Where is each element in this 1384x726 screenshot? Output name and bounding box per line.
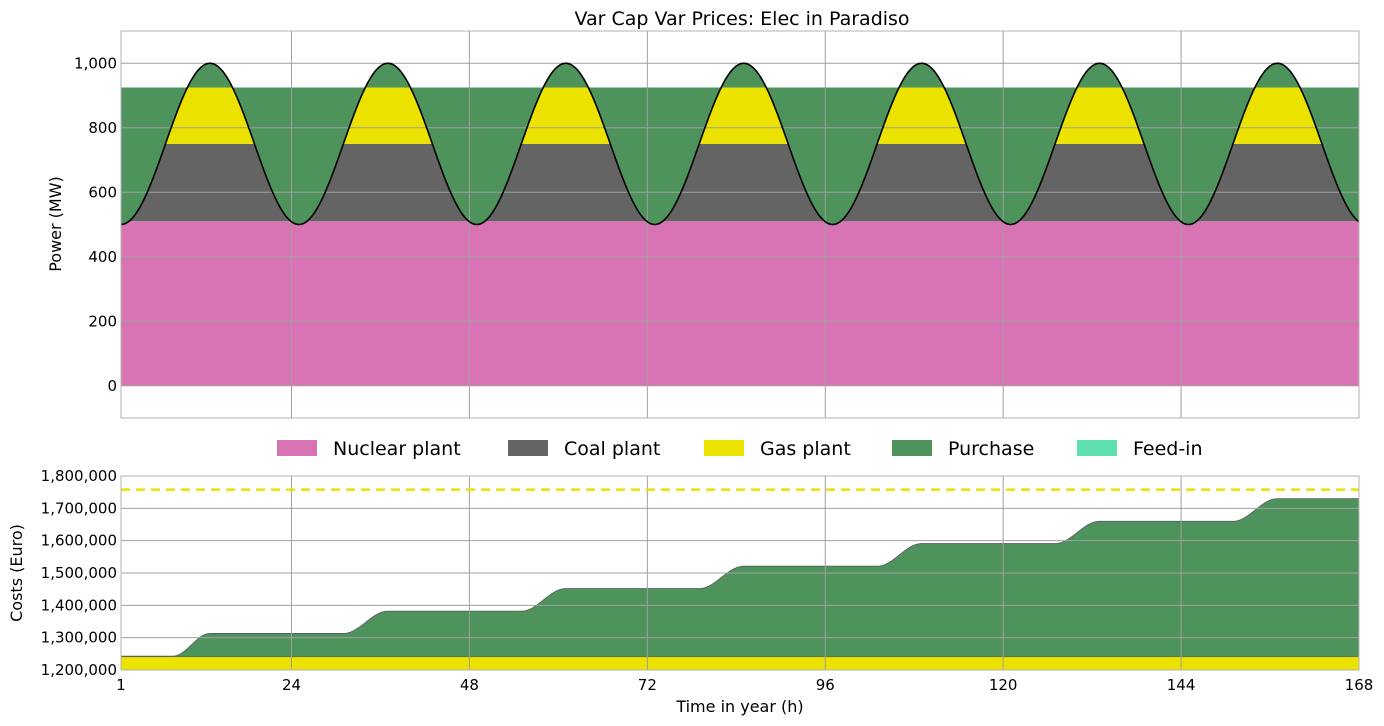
power-y-axis-label: Power (MW): [46, 176, 65, 272]
cost-chart: 1,200,000 1,300,000 1,400,000 1,500,000 1,60…: [7, 467, 1373, 716]
cost-y-tick-label: 1,600,000: [41, 532, 117, 550]
cost-area-base: [121, 657, 1359, 670]
demand-line: [120, 62, 1360, 226]
cost-x-tick-label: 24: [282, 676, 301, 694]
cost-y-axis-label: Costs (Euro): [7, 524, 26, 622]
cost-x-ticks: 1 24 48 72 96 120 144 168: [116, 676, 1373, 694]
legend-swatch: [508, 440, 548, 456]
legend-label: Nuclear plant: [333, 438, 461, 460]
power-y-ticks: 0 200 400 600 800 1,000: [74, 54, 117, 395]
cost-y-tick-label: 1,400,000: [41, 596, 117, 614]
legend-label: Feed-in: [1133, 438, 1203, 460]
legend-swatch: [892, 440, 932, 456]
cost-area-purchase: [120, 498, 1360, 658]
legend-label: Gas plant: [760, 438, 851, 460]
legend-item-nuclear-plant: Nuclear plant: [277, 438, 461, 460]
cost-plot-frame: [120, 475, 1360, 671]
cost-y-tick-label: 1,700,000: [41, 499, 117, 517]
cost-y-tick-label: 1,300,000: [41, 629, 117, 647]
power-y-tick-label: 600: [88, 183, 117, 201]
power-y-tick-label: 0: [107, 377, 117, 395]
power-demand: [120, 62, 1360, 226]
legend-item-coal-plant: Coal plant: [508, 438, 660, 460]
power-y-tick-label: 200: [88, 312, 117, 330]
cost-y-tick-label: 1,200,000: [41, 661, 117, 679]
power-y-tick-label: 800: [88, 119, 117, 137]
legend-swatch: [1077, 440, 1117, 456]
legend-item-gas-plant: Gas plant: [704, 438, 851, 460]
legend: Nuclear plant Coal plant Gas plant Purchase…: [277, 438, 1203, 460]
power-y-tick-label: 400: [88, 248, 117, 266]
cost-y-tick-label: 1,500,000: [41, 564, 117, 582]
cost-x-tick-label: 1: [116, 676, 126, 694]
cost-x-tick-label: 168: [1345, 676, 1374, 694]
area-coal-plant: [121, 143, 1359, 225]
legend-item-purchase: Purchase: [892, 438, 1034, 460]
power-areas: [121, 63, 1359, 386]
cost-y-tick-label: 1,800,000: [41, 467, 117, 485]
power-y-tick-label: 1,000: [74, 54, 117, 72]
power-grid: [121, 31, 1359, 418]
chart-title: Var Cap Var Prices: Elec in Paradiso: [574, 8, 909, 30]
cost-x-tick-label: 120: [989, 676, 1018, 694]
power-plot-frame: [120, 30, 1360, 419]
cost-grid: [121, 476, 1359, 670]
legend-item-feed-in: Feed-in: [1077, 438, 1203, 460]
cost-x-tick-label: 96: [816, 676, 835, 694]
area-nuclear-plant: [121, 221, 1359, 386]
legend-swatch: [704, 440, 744, 456]
power-chart: 0 200 400 600 800 1,000 Power (MW): [46, 30, 1360, 419]
cost-y-ticks: 1,200,000 1,300,000 1,400,000 1,500,000 1,60…: [41, 467, 117, 679]
legend-label: Purchase: [948, 438, 1034, 460]
cost-x-axis-label: Time in year (h): [675, 697, 803, 716]
cost-areas: [120, 498, 1360, 670]
cost-x-tick-label: 144: [1167, 676, 1196, 694]
area-gas-plant: [121, 87, 1359, 225]
legend-swatch: [277, 440, 317, 456]
area-purchase: [121, 63, 1359, 225]
cost-x-tick-label: 72: [638, 676, 657, 694]
cost-x-tick-label: 48: [460, 676, 479, 694]
legend-label: Coal plant: [564, 438, 660, 460]
